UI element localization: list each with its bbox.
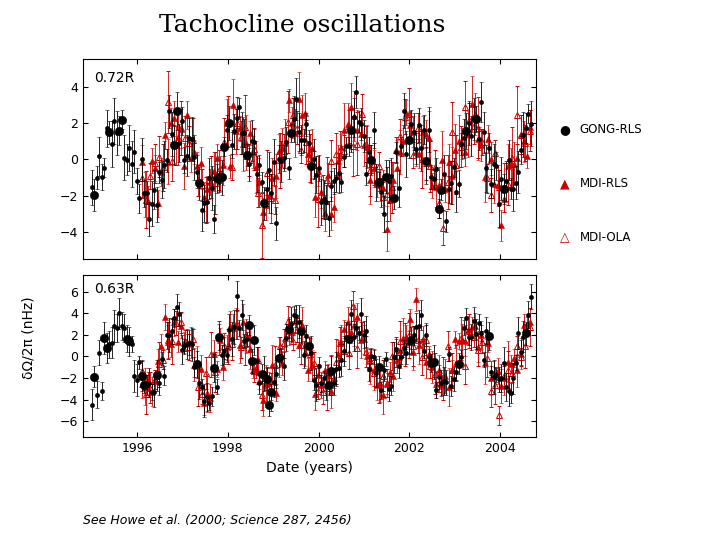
Text: GONG-RLS: GONG-RLS bbox=[580, 123, 642, 136]
Text: See Howe et al. (2000; Science 287, 2456): See Howe et al. (2000; Science 287, 2456… bbox=[83, 514, 351, 526]
Text: 0.72R: 0.72R bbox=[94, 71, 135, 85]
Text: ▲: ▲ bbox=[560, 177, 570, 190]
Text: 0.63R: 0.63R bbox=[94, 282, 135, 296]
Text: Tachocline oscillations: Tachocline oscillations bbox=[159, 14, 446, 37]
Text: MDI-RLS: MDI-RLS bbox=[580, 177, 629, 190]
Text: MDI-OLA: MDI-OLA bbox=[580, 231, 631, 244]
Text: δΩ/2π (nHz): δΩ/2π (nHz) bbox=[22, 296, 36, 379]
Text: △: △ bbox=[560, 231, 570, 244]
X-axis label: Date (years): Date (years) bbox=[266, 461, 353, 475]
Text: ●: ● bbox=[559, 123, 571, 136]
